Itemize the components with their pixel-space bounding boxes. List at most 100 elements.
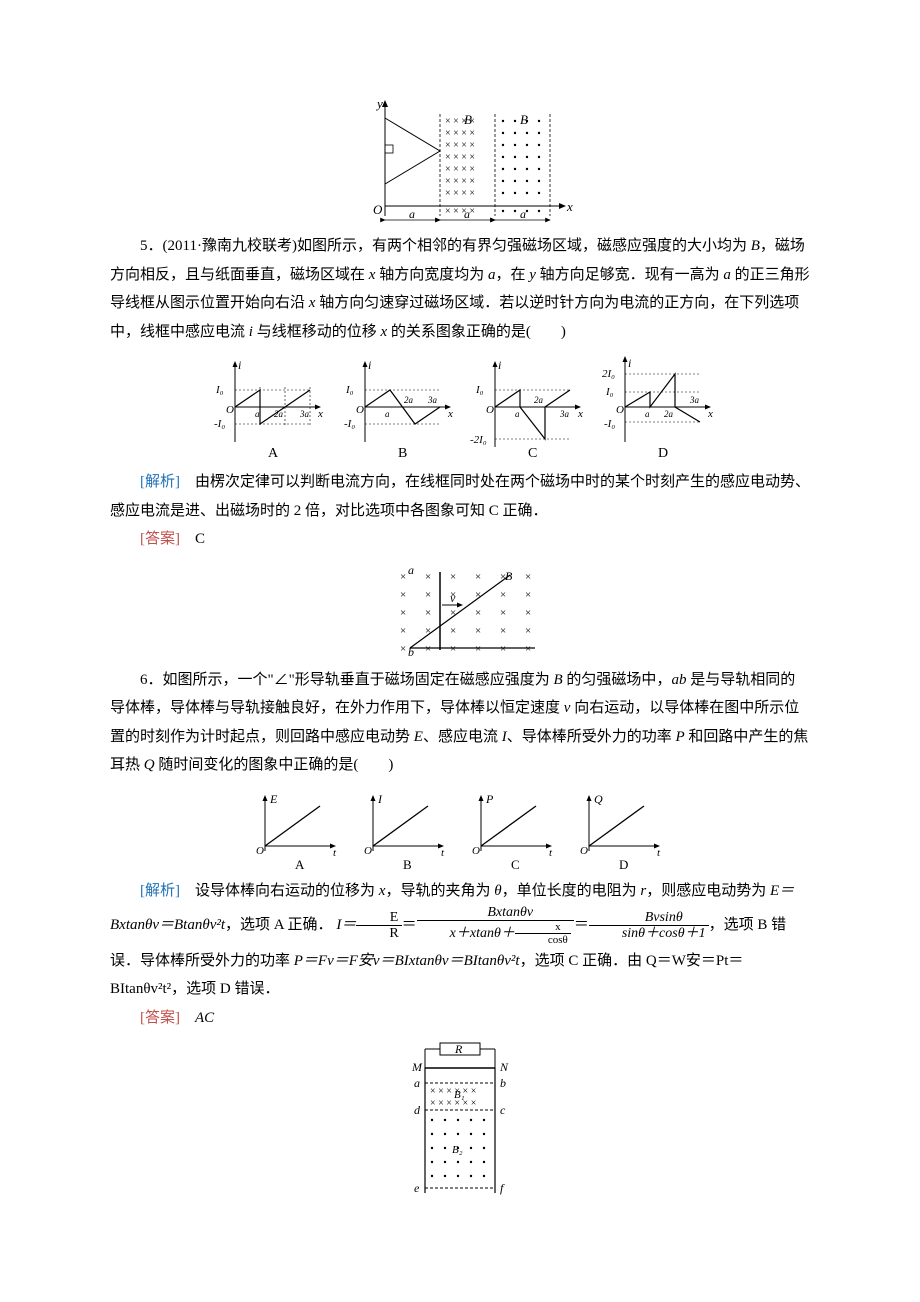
svg-text:i: i bbox=[368, 358, 371, 372]
svg-text:x: x bbox=[317, 408, 323, 420]
q6-setup-figure: ×××××× ×××××× ×××××× ×××××× ×××××× a b v… bbox=[110, 560, 810, 660]
svg-text:D: D bbox=[619, 857, 628, 871]
q5-analysis: [解析] 由楞次定律可以判断电流方向，在线框同时处在两个磁场中时的某个时刻产生的… bbox=[110, 468, 810, 525]
svg-text:a: a bbox=[255, 409, 260, 419]
svg-text:b: b bbox=[408, 645, 414, 659]
svg-text:t: t bbox=[549, 847, 553, 859]
svg-text:×: × bbox=[400, 589, 406, 601]
svg-text:O: O bbox=[356, 404, 364, 416]
svg-text:c: c bbox=[500, 1103, 506, 1117]
svg-text:2a: 2a bbox=[534, 395, 544, 405]
svg-text:C: C bbox=[511, 857, 520, 871]
svg-text:×: × bbox=[525, 625, 531, 637]
svg-text:-2I₀: -2I₀ bbox=[470, 434, 487, 446]
svg-text:B: B bbox=[403, 857, 412, 871]
svg-text:I₀: I₀ bbox=[345, 384, 354, 396]
q5-setup-figure: y x O × × × × × × × × × × × × × × × × × … bbox=[110, 96, 810, 226]
svg-text:×: × bbox=[425, 607, 431, 619]
svg-text:× × × ×: × × × × bbox=[445, 164, 475, 175]
svg-text:-I₀: -I₀ bbox=[344, 418, 355, 430]
svg-text:O: O bbox=[472, 845, 480, 857]
svg-text:O: O bbox=[256, 845, 264, 857]
answer-label: [答案] bbox=[140, 1010, 180, 1026]
svg-text:t: t bbox=[657, 847, 661, 859]
svg-text:I₀: I₀ bbox=[475, 384, 484, 396]
svg-text:×: × bbox=[450, 571, 456, 583]
svg-text:C: C bbox=[528, 446, 537, 461]
svg-text:x: x bbox=[447, 408, 453, 420]
svg-text:×: × bbox=[475, 625, 481, 637]
q5-options-svg: i x O I₀ -I₀ a 2a 3a A i x O I₀ -I₀ a 2a… bbox=[200, 352, 720, 462]
svg-text:i: i bbox=[628, 356, 631, 370]
analysis-label: [解析] bbox=[140, 474, 180, 490]
svg-text:×: × bbox=[475, 571, 481, 583]
answer-label: [答案] bbox=[140, 531, 180, 547]
svg-text:B₁: B₁ bbox=[454, 1089, 465, 1101]
q5-number: 5 bbox=[140, 238, 148, 254]
q6-text: 6．如图所示，一个"∠"形导轨垂直于磁场固定在磁感应强度为 B 的匀强磁场中，a… bbox=[110, 666, 810, 780]
svg-text:D: D bbox=[658, 446, 668, 461]
svg-text:×: × bbox=[450, 643, 456, 655]
svg-text:x: x bbox=[707, 408, 713, 420]
svg-text:O: O bbox=[486, 404, 494, 416]
svg-text:a: a bbox=[645, 409, 650, 419]
svg-text:×: × bbox=[525, 571, 531, 583]
svg-text:a: a bbox=[408, 563, 414, 577]
svg-text:b: b bbox=[500, 1076, 506, 1090]
svg-text:x: x bbox=[577, 408, 583, 420]
svg-text:×: × bbox=[500, 607, 506, 619]
svg-text:×: × bbox=[525, 643, 531, 655]
svg-text:a: a bbox=[464, 207, 470, 221]
svg-text:3a: 3a bbox=[299, 409, 310, 419]
q6-options-figure: E t O A I t O B P t O C Q t O D bbox=[110, 786, 810, 871]
svg-text:2a: 2a bbox=[664, 409, 674, 419]
svg-text:3a: 3a bbox=[427, 395, 438, 405]
svg-text:B: B bbox=[398, 446, 407, 461]
svg-text:×: × bbox=[500, 643, 506, 655]
svg-text:×: × bbox=[450, 625, 456, 637]
q5-text: 5．(2011·豫南九校联考)如图所示，有两个相邻的有界匀强磁场区域，磁感应强度… bbox=[110, 232, 810, 346]
svg-text:t: t bbox=[441, 847, 445, 859]
svg-text:I₀: I₀ bbox=[605, 386, 614, 398]
svg-text:× × × ×: × × × × bbox=[445, 188, 475, 199]
svg-text:×: × bbox=[475, 643, 481, 655]
q5-answer: [答案] C bbox=[110, 525, 810, 554]
svg-text:A: A bbox=[295, 857, 305, 871]
svg-text:N: N bbox=[499, 1060, 509, 1074]
svg-text:x: x bbox=[566, 199, 573, 214]
q5-setup-svg: y x O × × × × × × × × × × × × × × × × × … bbox=[345, 96, 575, 226]
q5-options-figure: i x O I₀ -I₀ a 2a 3a A i x O I₀ -I₀ a 2a… bbox=[110, 352, 810, 462]
svg-text:M: M bbox=[411, 1060, 423, 1074]
svg-text:×: × bbox=[400, 607, 406, 619]
q6-options-svg: E t O A I t O B P t O C Q t O D bbox=[240, 786, 680, 871]
svg-text:O: O bbox=[373, 202, 383, 217]
svg-text:×: × bbox=[400, 643, 406, 655]
svg-text:2a: 2a bbox=[404, 395, 414, 405]
svg-text:B: B bbox=[464, 112, 472, 127]
svg-text:a: a bbox=[515, 409, 520, 419]
q6-number: 6 bbox=[140, 672, 148, 688]
q7-figure: R M N a b d c e f × × × × × × × × × × × … bbox=[110, 1038, 810, 1198]
svg-text:×: × bbox=[400, 625, 406, 637]
svg-text:e: e bbox=[414, 1181, 420, 1195]
svg-text:Q: Q bbox=[594, 792, 603, 806]
svg-text:×: × bbox=[500, 625, 506, 637]
q7-svg: R M N a b d c e f × × × × × × × × × × × … bbox=[390, 1038, 530, 1198]
svg-text:P: P bbox=[485, 792, 494, 806]
svg-text:a: a bbox=[385, 409, 390, 419]
svg-text:v: v bbox=[450, 591, 456, 605]
svg-text:× × × ×: × × × × bbox=[445, 176, 475, 187]
svg-text:f: f bbox=[500, 1181, 505, 1195]
svg-text:d: d bbox=[414, 1103, 421, 1117]
svg-text:a: a bbox=[414, 1076, 420, 1090]
svg-text:B: B bbox=[505, 569, 513, 583]
svg-text:×: × bbox=[500, 589, 506, 601]
svg-text:i: i bbox=[498, 358, 501, 372]
svg-text:B₂: B₂ bbox=[452, 1144, 463, 1156]
svg-text:×: × bbox=[425, 643, 431, 655]
svg-text:E: E bbox=[269, 792, 278, 806]
analysis-label: [解析] bbox=[140, 883, 180, 899]
q6-analysis: [解析] 设导体棒向右运动的位移为 x，导轨的夹角为 θ，单位长度的电阻为 r，… bbox=[110, 877, 810, 1004]
svg-text:3a: 3a bbox=[559, 409, 570, 419]
svg-text:×: × bbox=[400, 571, 406, 583]
